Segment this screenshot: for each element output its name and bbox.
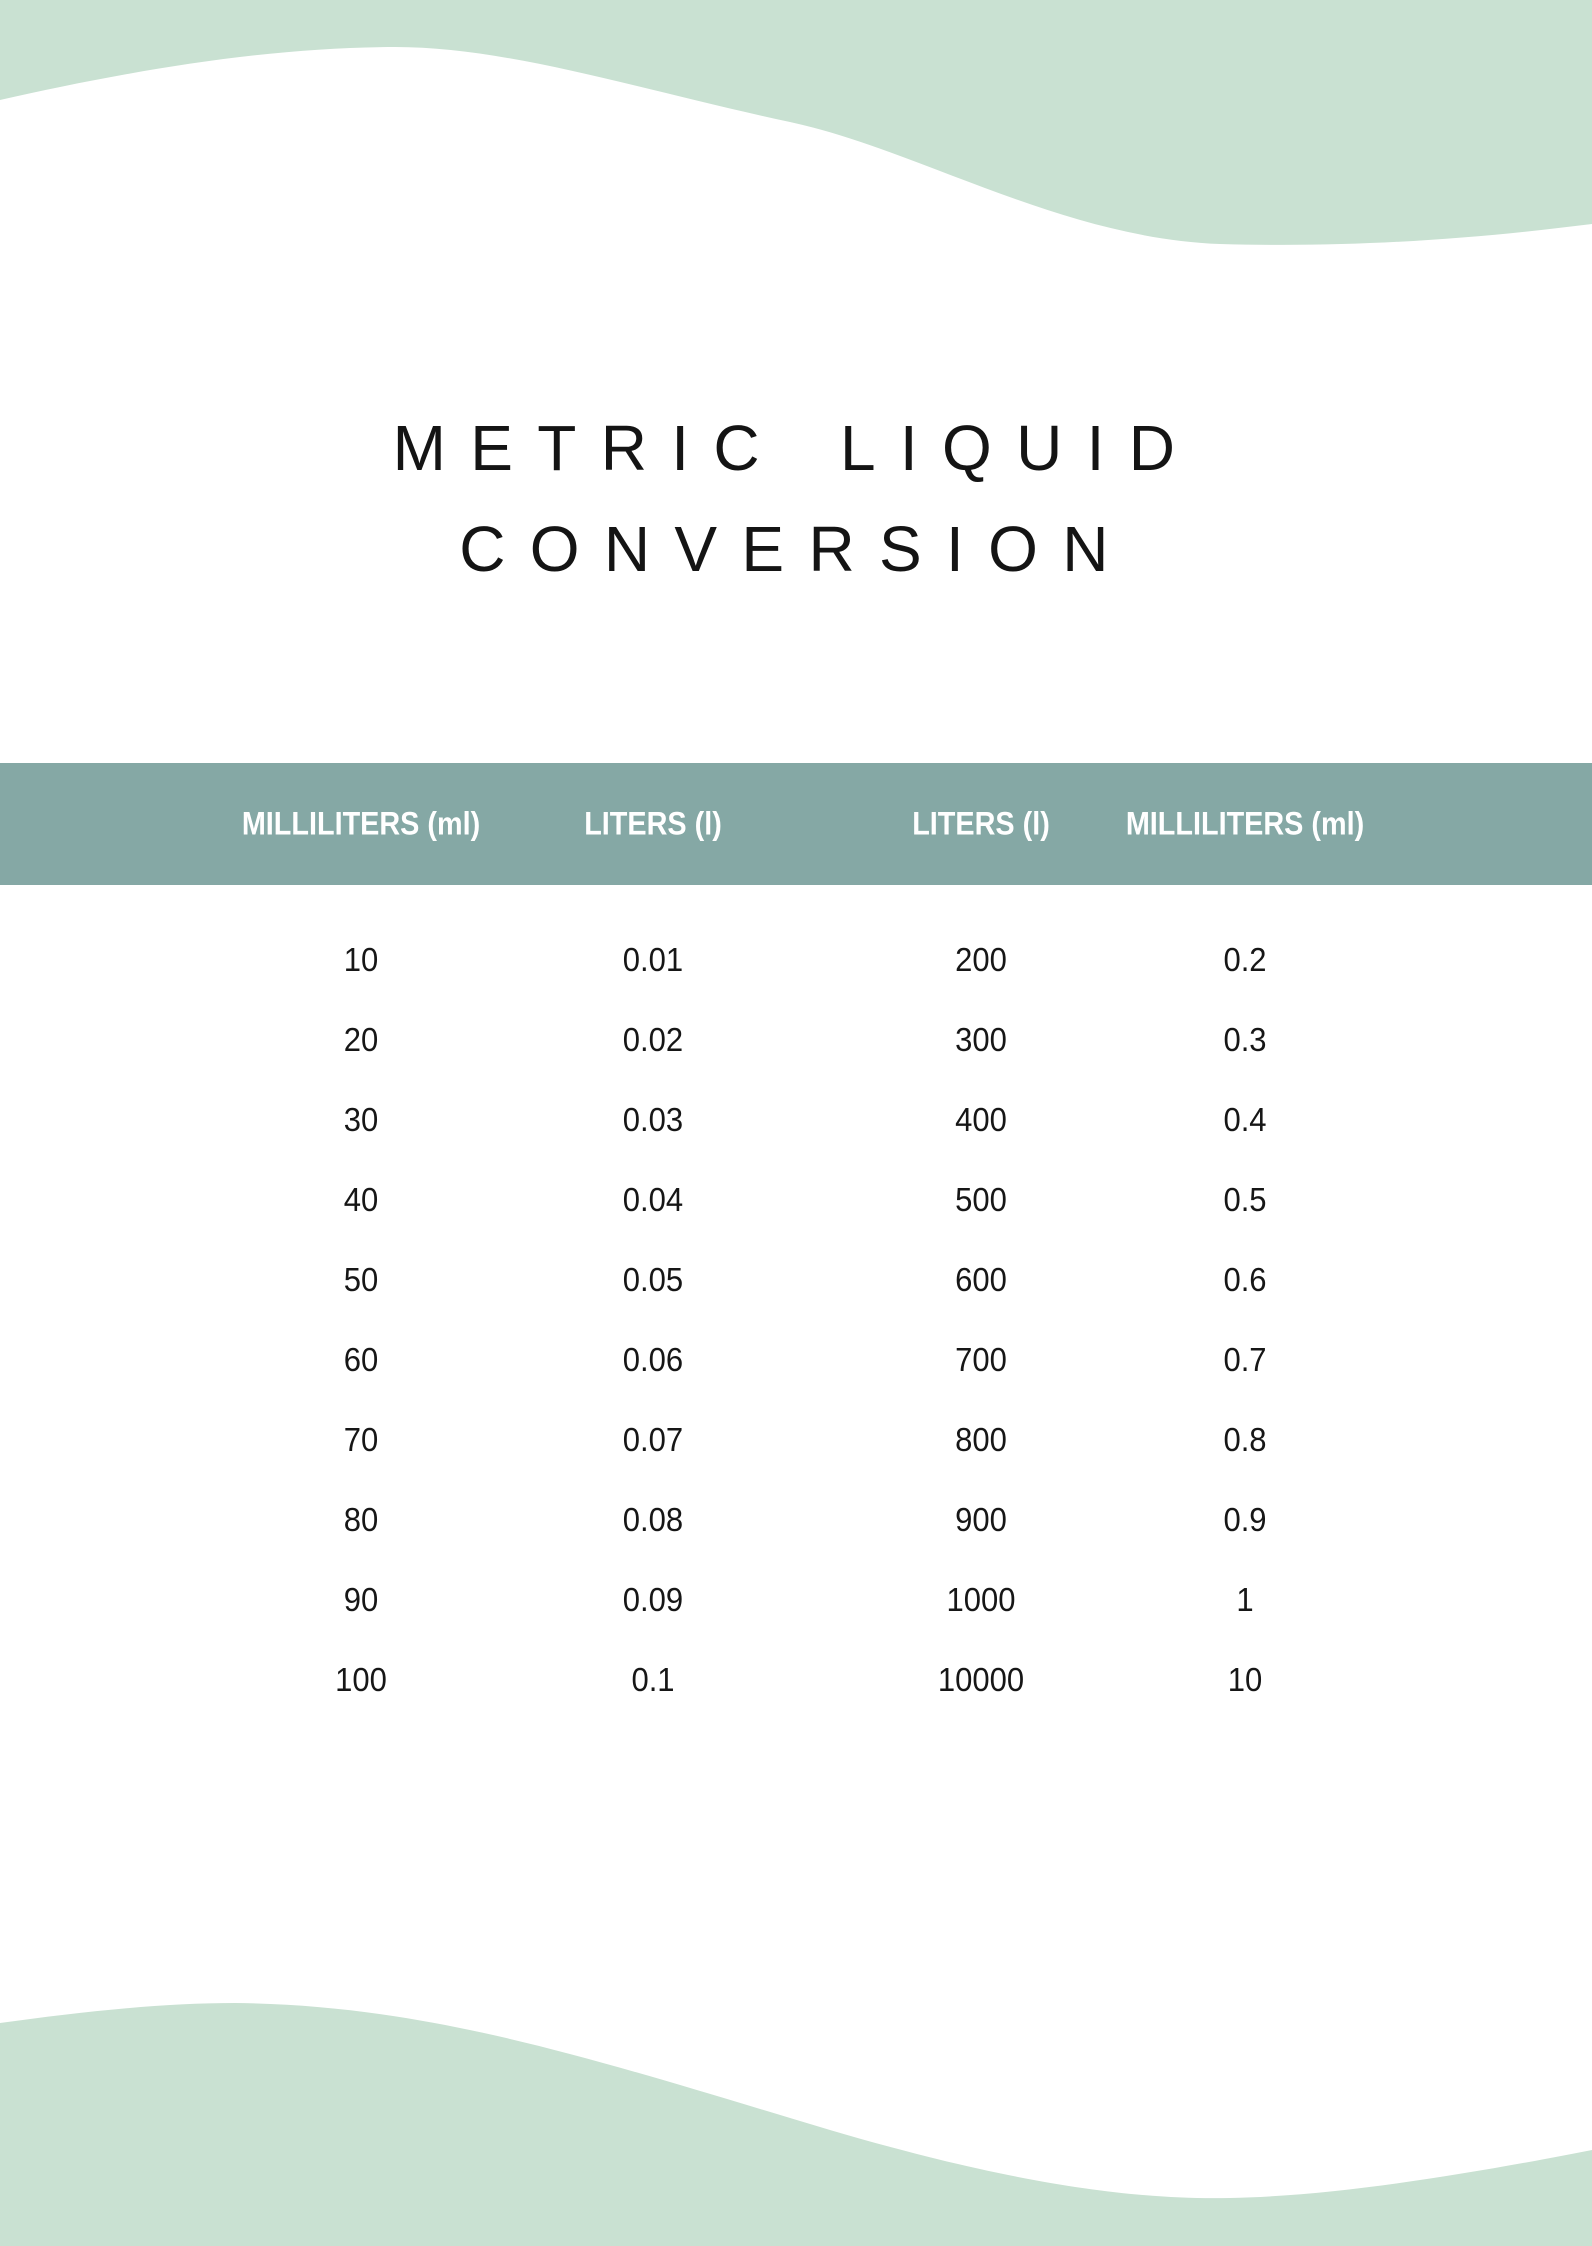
cell-milliliters-left: 50 [344, 1261, 379, 1298]
cell-milliliters-left: 70 [344, 1421, 379, 1458]
table-row: 20 0.02 300 0.3 [0, 1000, 1592, 1080]
cell-liters-right: 400 [954, 1101, 1007, 1138]
page-title-line2: CONVERSION [459, 513, 1133, 585]
cell-milliliters-left: 40 [344, 1181, 379, 1218]
column-header-milliliters-left: MILLILITERS (ml) [242, 805, 481, 842]
cell-milliliters-left: 90 [344, 1581, 379, 1618]
table-row: 40 0.04 500 0.5 [0, 1160, 1592, 1240]
cell-liters-left: 0.03 [622, 1101, 683, 1138]
cell-milliliters-right: 0.9 [1223, 1501, 1267, 1538]
cell-liters-right: 10000 [937, 1661, 1024, 1698]
cell-milliliters-right: 0.2 [1223, 941, 1267, 978]
table-row: 50 0.05 600 0.6 [0, 1240, 1592, 1320]
cell-milliliters-right: 0.4 [1223, 1101, 1267, 1138]
bottom-wave-shape [0, 2003, 1592, 2246]
cell-liters-left: 0.07 [622, 1421, 683, 1458]
conversion-table-body: 10 0.01 200 0.2 20 0.02 300 0.3 30 0.03 … [0, 920, 1592, 1720]
cell-liters-right: 200 [954, 941, 1007, 978]
cell-liters-left: 0.06 [622, 1341, 683, 1378]
table-row: 80 0.08 900 0.9 [0, 1480, 1592, 1560]
cell-liters-left: 0.02 [622, 1021, 683, 1058]
cell-liters-right: 1000 [946, 1581, 1016, 1618]
cell-milliliters-left: 30 [344, 1101, 379, 1138]
cell-milliliters-right: 0.7 [1223, 1341, 1267, 1378]
cell-milliliters-left: 60 [344, 1341, 379, 1378]
cell-milliliters-left: 10 [344, 941, 379, 978]
cell-liters-right: 300 [954, 1021, 1007, 1058]
table-row: 100 0.1 10000 10 [0, 1640, 1592, 1720]
cell-milliliters-right: 0.8 [1223, 1421, 1267, 1458]
cell-liters-left: 0.05 [622, 1261, 683, 1298]
cell-milliliters-right: 10 [1227, 1661, 1263, 1698]
cell-liters-right: 500 [954, 1181, 1007, 1218]
page-title-line1: METRIC LIQUID [392, 412, 1200, 484]
cell-milliliters-right: 0.5 [1223, 1181, 1267, 1218]
cell-milliliters-left: 20 [344, 1021, 379, 1058]
cell-liters-left: 0.1 [631, 1661, 675, 1698]
cell-liters-left: 0.01 [622, 941, 683, 978]
table-row: 30 0.03 400 0.4 [0, 1080, 1592, 1160]
cell-liters-right: 600 [954, 1261, 1007, 1298]
cell-milliliters-right: 1 [1236, 1581, 1254, 1618]
cell-milliliters-left: 80 [344, 1501, 379, 1538]
column-header-liters-left: LITERS (l) [583, 805, 722, 842]
cell-milliliters-right: 0.6 [1223, 1261, 1267, 1298]
table-row: 60 0.06 700 0.7 [0, 1320, 1592, 1400]
table-header-row: MILLILITERS (ml) LITERS (l) LITERS (l) M… [0, 763, 1592, 885]
table-row: 90 0.09 1000 1 [0, 1560, 1592, 1640]
cell-liters-left: 0.04 [622, 1181, 683, 1218]
cell-milliliters-left: 100 [335, 1661, 388, 1698]
cell-liters-right: 700 [954, 1341, 1007, 1378]
table-row: 10 0.01 200 0.2 [0, 920, 1592, 1000]
page-title: METRIC LIQUID CONVERSION [0, 398, 1592, 600]
top-wave-shape [0, 0, 1592, 245]
column-header-milliliters-right: MILLILITERS (ml) [1125, 805, 1365, 842]
cell-liters-left: 0.09 [622, 1581, 683, 1618]
cell-liters-right: 800 [954, 1421, 1007, 1458]
table-row: 70 0.07 800 0.8 [0, 1400, 1592, 1480]
column-header-liters-right: LITERS (l) [911, 805, 1050, 842]
cell-liters-right: 900 [954, 1501, 1007, 1538]
cell-liters-left: 0.08 [622, 1501, 683, 1538]
cell-milliliters-right: 0.3 [1223, 1021, 1267, 1058]
